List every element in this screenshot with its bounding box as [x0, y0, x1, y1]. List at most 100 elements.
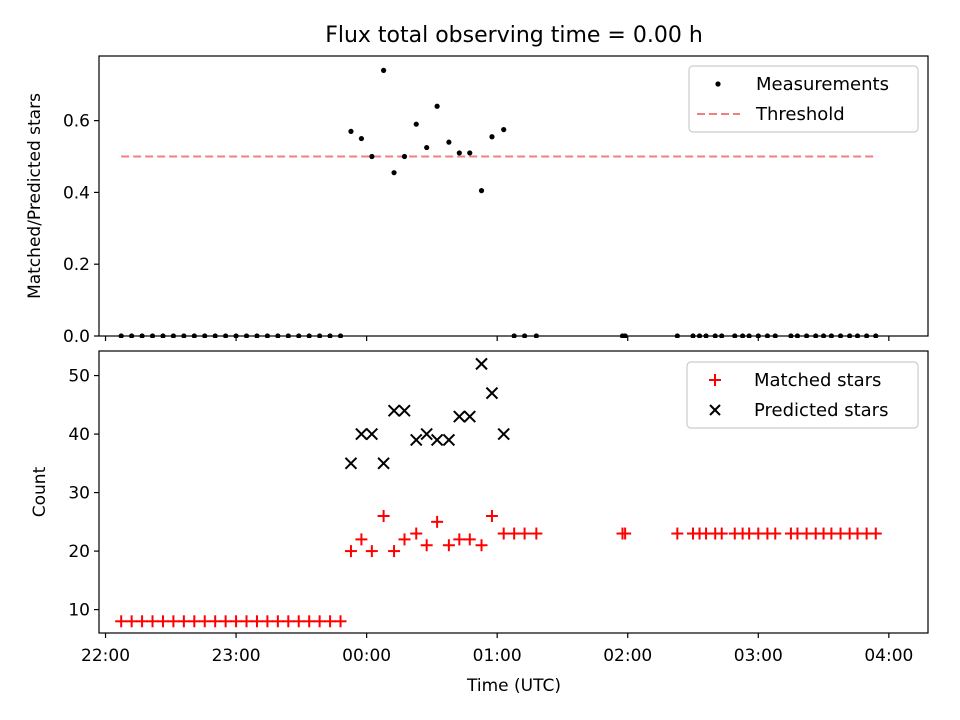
matched-stars-point — [344, 545, 357, 558]
y-tick-label: 20 — [68, 542, 90, 562]
x-tick-label: 02:00 — [603, 646, 652, 666]
matched-stars-point — [292, 615, 305, 628]
top-legend-box — [688, 65, 919, 133]
matched-stars-point — [508, 527, 521, 540]
matched-stars-point — [146, 615, 159, 628]
predicted-stars-point — [355, 427, 368, 441]
x-axis-label: Time (UTC) — [466, 676, 561, 696]
matched-stars-point — [271, 615, 284, 628]
measurements-point — [401, 153, 408, 160]
measurements-point — [348, 128, 354, 134]
predicted-stars-point — [453, 410, 466, 423]
legend-predicted-marker — [709, 404, 721, 416]
matched-stars-point — [431, 515, 444, 528]
predicted-stars-point — [442, 433, 456, 447]
predicted-stars-point — [430, 433, 444, 447]
matched-stars-point — [410, 527, 423, 540]
matched-stars-point — [167, 615, 180, 628]
predicted-stars-point — [420, 427, 433, 441]
bottom-panel: Count Time (UTC) 10 20 30 40 50 22:00 23:00 00:… — [30, 350, 929, 696]
y-tick-label: 0.6 — [63, 112, 90, 132]
y-tick-label: 0.4 — [63, 183, 90, 203]
matched-stars-point — [497, 527, 510, 540]
measurements-point — [434, 103, 440, 109]
matched-stars-point — [530, 527, 543, 540]
legend-matched-label: Matched stars — [754, 370, 881, 391]
matched-stars-point — [125, 615, 138, 628]
matched-stars-point — [250, 615, 263, 628]
measurements-point — [381, 67, 387, 73]
matched-stars-point — [715, 527, 728, 540]
measurements-point — [467, 150, 473, 156]
matched-stars-point — [230, 615, 243, 628]
predicted-stars-point — [387, 404, 401, 417]
matched-stars-point — [769, 527, 782, 540]
measurements-point — [358, 135, 365, 142]
measurements-point — [489, 134, 495, 140]
bottom-y-axis-label: Count — [30, 466, 50, 517]
matched-stars-point — [365, 545, 378, 558]
measurements-point — [413, 121, 419, 127]
x-tick-label: 23:00 — [212, 646, 261, 666]
matched-stars-point — [324, 615, 337, 628]
matched-stars-point — [420, 539, 433, 552]
legend-predicted-label: Predicted stars — [754, 400, 888, 421]
x-tick-label: 22:00 — [81, 646, 130, 666]
legend-matched-marker — [709, 374, 721, 386]
predicted-stars-point — [410, 433, 423, 447]
measurements-point — [446, 139, 452, 145]
legend-threshold-label: Threshold — [755, 104, 845, 125]
x-tick-label: 03:00 — [734, 646, 783, 666]
matched-stars-point — [485, 509, 498, 522]
x-tick-label: 01:00 — [473, 646, 522, 666]
measurements-point — [391, 170, 397, 176]
predicted-stars-point — [398, 404, 411, 417]
measurements-point — [478, 188, 485, 194]
matched-stars-point — [282, 615, 295, 628]
matched-stars-point — [188, 615, 201, 628]
measurements-point — [424, 144, 430, 151]
matched-stars-point — [115, 615, 128, 628]
predicted-stars-point — [365, 427, 379, 441]
top-panel: Flux total observing time = 0.00 h Match… — [25, 23, 929, 347]
predicted-stars-point — [475, 357, 488, 371]
matched-stars-point — [377, 509, 390, 522]
top-legend: Measurements Threshold — [688, 65, 919, 133]
matched-stars-point — [671, 527, 684, 540]
predicted-stars-point — [497, 427, 510, 441]
matched-stars-point — [240, 615, 253, 628]
matched-stars-point — [619, 527, 632, 540]
matched-stars-point — [518, 527, 531, 540]
x-tick-label: 00:00 — [342, 646, 391, 666]
matched-stars-point — [209, 615, 222, 628]
matched-stars-point — [355, 533, 368, 546]
chart-title: Flux total observing time = 0.00 h — [325, 23, 703, 48]
bottom-axes-frame — [98, 350, 929, 634]
measurements-point — [456, 150, 462, 156]
measurements-point — [369, 153, 375, 160]
matched-stars-point — [136, 615, 149, 628]
matched-stars-point — [177, 615, 190, 628]
measurements-point — [501, 126, 507, 133]
x-tick-label: 04:00 — [864, 646, 913, 666]
matched-stars-point — [313, 615, 326, 628]
y-tick-label: 50 — [68, 367, 90, 387]
matched-stars-point — [303, 615, 316, 628]
matched-stars-point — [198, 615, 211, 628]
y-tick-label: 40 — [68, 425, 90, 445]
matched-stars-point — [442, 539, 455, 552]
matched-stars-point — [869, 527, 882, 540]
matched-stars-point — [453, 533, 466, 546]
plot-marks — [115, 357, 882, 628]
predicted-stars-point — [463, 410, 476, 423]
matched-stars-point — [475, 539, 488, 552]
matched-stars-point — [334, 615, 347, 628]
matched-stars-point — [261, 615, 274, 628]
y-tick-label: 30 — [68, 484, 90, 504]
y-tick-label: 10 — [68, 601, 90, 621]
predicted-stars-point — [344, 457, 358, 470]
top-y-axis-label: Matched/Predicted stars — [25, 93, 45, 299]
y-tick-label: 0.2 — [63, 255, 90, 275]
predicted-stars-point — [377, 457, 390, 470]
legend-measurements-label: Measurements — [756, 74, 889, 95]
